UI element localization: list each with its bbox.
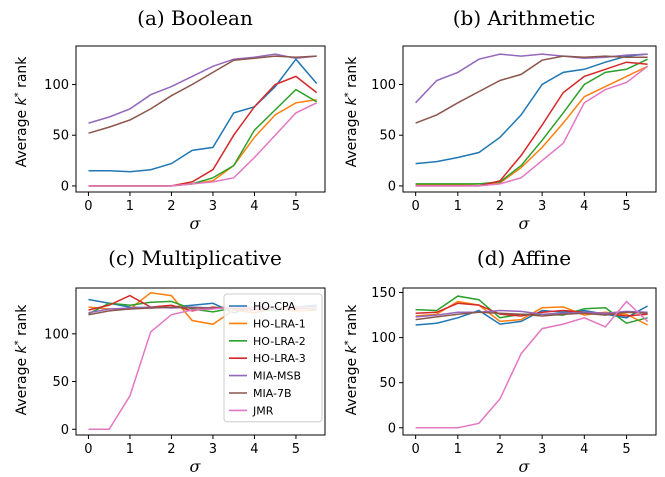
panel-arithmetic: (b) Arithmetic Average k* rank σ 0 1 2 3 4 50… <box>343 6 657 233</box>
legend-label: HO-CPA <box>253 300 296 313</box>
x-tick-label: 0 <box>412 199 420 214</box>
x-tick-label: 1 <box>126 442 134 457</box>
y-tick-label: 100 <box>371 331 396 346</box>
x-axis-label: σ <box>190 214 202 233</box>
y-tick-label: 0 <box>61 423 69 438</box>
x-tick-label: 5 <box>292 442 300 457</box>
y-axis-label: Average k* rank <box>343 304 361 416</box>
series-line-mia-7b <box>415 55 648 124</box>
legend-label: MIA-7B <box>253 387 292 400</box>
legend-label: HO-LRA-3 <box>253 352 306 365</box>
legend: HO-CPA HO-LRA-1 HO-LRA-2 HO-LRA-3 MIA-MSB MIA… <box>223 293 323 423</box>
x-tick-label: 2 <box>167 442 175 457</box>
y-tick-label: 50 <box>52 375 69 390</box>
y-tick-label: 100 <box>371 78 396 93</box>
legend-label: MIA-MSB <box>253 370 301 383</box>
axes-frame <box>402 287 657 436</box>
x-tick-label: 2 <box>496 199 504 214</box>
x-tick-label: 5 <box>622 442 630 457</box>
axes-frame <box>75 287 326 436</box>
y-tick-label: 0 <box>388 179 396 194</box>
series-line-ho-cpa <box>88 58 318 173</box>
y-tick-label: 50 <box>379 129 396 144</box>
legend-label: HO-LRA-2 <box>253 335 306 348</box>
panel-title: (d) Affine <box>477 246 571 270</box>
x-tick-label: 3 <box>538 442 546 457</box>
x-tick-label: 3 <box>209 442 217 457</box>
x-tick-label: 0 <box>412 442 420 457</box>
y-tick-label: 0 <box>388 421 396 436</box>
series-line-ho-lra-1 <box>88 98 317 187</box>
x-tick-label: 4 <box>580 199 588 214</box>
panel-boolean: (a) Boolean Average k* rank σ 0 1 2 3 4 50501… <box>13 6 326 233</box>
panel-title: (c) Multiplicative <box>108 246 282 270</box>
x-axis-label: σ <box>519 457 531 476</box>
x-tick-label: 1 <box>454 442 462 457</box>
series-line-mia-msb <box>415 309 648 318</box>
series-line-mia-7b <box>88 55 317 134</box>
series-line-ho-lra-3 <box>415 61 648 187</box>
y-tick-label: 50 <box>379 376 396 391</box>
axes-frame <box>75 45 326 193</box>
legend-label: JMR <box>252 404 274 417</box>
x-tick-label: 4 <box>250 199 258 214</box>
x-tick-label: 5 <box>622 199 630 214</box>
series-line-ho-lra-1 <box>415 65 648 186</box>
x-tick-label: 3 <box>538 199 546 214</box>
y-tick-label: 100 <box>44 327 69 342</box>
y-tick-label: 0 <box>61 179 69 194</box>
x-tick-label: 2 <box>496 442 504 457</box>
series-line-ho-cpa <box>415 53 648 165</box>
x-tick-label: 1 <box>454 199 462 214</box>
x-tick-label: 0 <box>84 199 92 214</box>
panel-title: (a) Boolean <box>137 6 253 30</box>
y-axis-label: Average k* rank <box>13 304 31 416</box>
legend-label: HO-LRA-1 <box>253 317 306 330</box>
panel-multiplicative: (c) Multiplicative Average k* rank σ 0 1 2… <box>13 246 326 476</box>
panel-title: (b) Arithmetic <box>453 6 596 30</box>
y-tick-label: 150 <box>371 286 396 301</box>
series-line-ho-lra-3 <box>88 75 318 187</box>
panel-affine: (d) Affine Average k* rank σ 0 1 2 3 4 505010… <box>343 246 657 476</box>
series-line-mia-msb <box>88 53 317 124</box>
legend-box <box>223 293 323 423</box>
axes-frame <box>402 45 657 193</box>
series-line-jmr <box>415 65 649 187</box>
x-tick-label: 0 <box>84 442 92 457</box>
x-tick-label: 1 <box>126 199 134 214</box>
series-line-jmr <box>88 102 318 187</box>
y-axis-label: Average k* rank <box>343 56 361 168</box>
x-axis-label: σ <box>519 214 531 233</box>
series-line-ho-lra-3 <box>415 302 648 317</box>
series-line-ho-lra-2 <box>415 58 648 185</box>
x-tick-label: 5 <box>292 199 300 214</box>
x-tick-label: 4 <box>250 442 258 457</box>
x-tick-label: 3 <box>209 199 217 214</box>
y-tick-label: 50 <box>52 129 69 144</box>
series-line-mia-7b <box>415 311 648 321</box>
y-axis-label: Average k* rank <box>13 56 31 168</box>
y-tick-label: 100 <box>44 78 69 93</box>
series-line-mia-msb <box>415 53 648 104</box>
x-axis-label: σ <box>190 457 202 476</box>
x-tick-label: 2 <box>167 199 175 214</box>
series-line-jmr <box>415 300 649 429</box>
x-tick-label: 4 <box>580 442 588 457</box>
